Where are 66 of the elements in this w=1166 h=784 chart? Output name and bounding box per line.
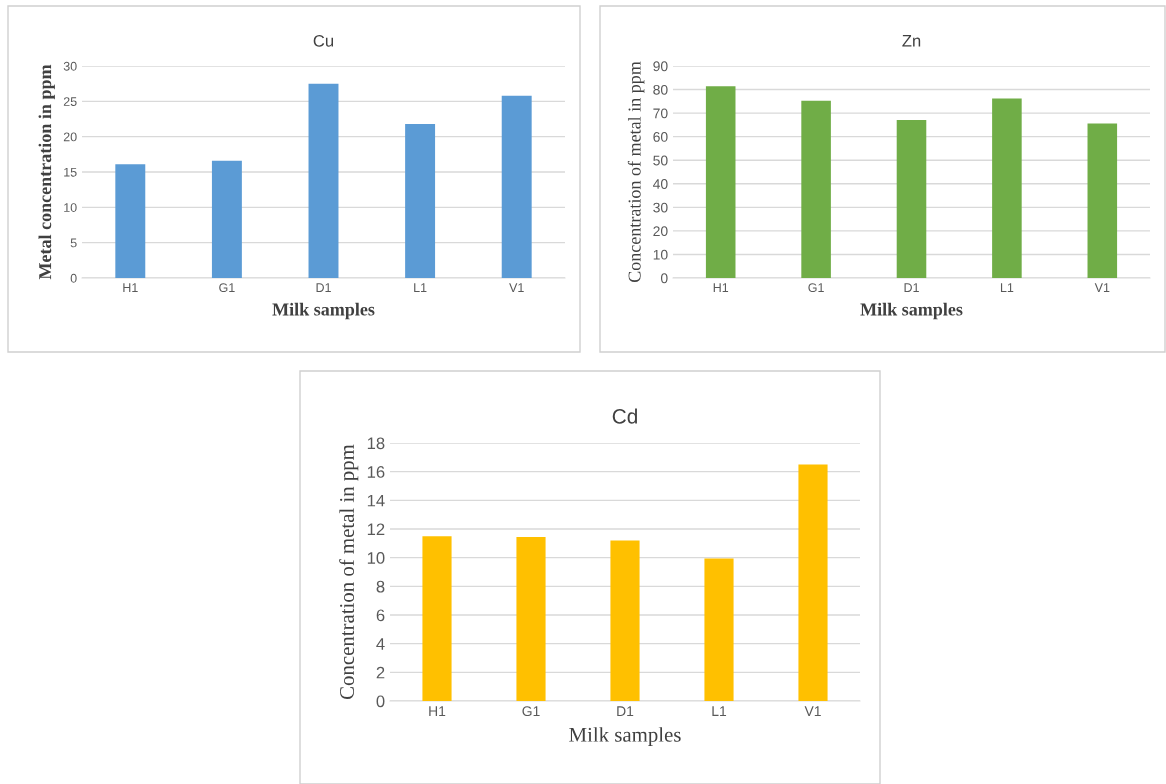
y-tick-label: 18	[367, 437, 385, 450]
y-tick-label: 4	[376, 638, 385, 650]
chart-title: Cd	[612, 408, 637, 424]
y-tick-label: 15	[64, 167, 77, 177]
x-tick-label: L1	[1000, 283, 1014, 292]
bar	[211, 160, 242, 278]
y-tick-label: 0	[70, 273, 77, 283]
bar	[704, 558, 734, 701]
y-tick-label: 5	[70, 238, 77, 248]
x-tick-label: D1	[904, 283, 919, 292]
bar	[516, 536, 546, 701]
y-tick-label: 30	[653, 202, 668, 213]
x-tick-label: V1	[804, 706, 821, 716]
x-axis-title: Milk samples	[272, 302, 375, 320]
y-tick-label: 0	[660, 273, 668, 284]
x-tick-label: L1	[712, 706, 727, 716]
bar	[896, 119, 927, 278]
y-tick-label: 10	[367, 552, 385, 564]
bar	[798, 464, 828, 701]
y-tick-label: 16	[367, 466, 385, 478]
x-tick-label: H1	[123, 283, 138, 292]
x-tick-label: V1	[1094, 283, 1110, 292]
y-tick-label: 8	[376, 580, 385, 593]
x-tick-label: D1	[316, 283, 331, 292]
y-tick-label: 50	[653, 155, 668, 166]
y-tick-label: 2	[376, 666, 385, 679]
y-tick-label: 20	[653, 226, 668, 237]
bar	[610, 540, 640, 701]
x-tick-label: G1	[219, 283, 235, 293]
y-axis-title: Concentration of metal in ppm	[339, 444, 359, 700]
y-tick-label: 10	[653, 249, 668, 260]
x-tick-label: G1	[808, 283, 824, 293]
bar	[405, 123, 436, 278]
y-tick-label: 10	[64, 203, 77, 212]
y-tick-label: 30	[63, 61, 77, 71]
bar	[308, 83, 339, 278]
x-tick-label: D1	[617, 706, 634, 716]
x-axis-title: Milk samples	[569, 727, 681, 747]
bar	[705, 86, 736, 278]
bar	[115, 164, 146, 278]
y-tick-label: 60	[653, 132, 668, 142]
bar	[422, 536, 452, 701]
bar	[992, 98, 1022, 278]
x-axis-title: Milk samples	[860, 302, 963, 320]
bar	[501, 95, 532, 278]
chart-title: Zn	[902, 35, 921, 47]
y-tick-label: 20	[63, 132, 77, 142]
y-tick-label: 80	[653, 84, 668, 95]
y-axis-title: Metal concentration in ppm	[38, 64, 55, 280]
y-tick-label: 12	[367, 523, 385, 536]
x-tick-label: H1	[713, 283, 729, 292]
y-axis-title: Concentration of metal in ppm	[627, 61, 645, 283]
y-tick-label: 6	[376, 609, 385, 622]
y-tick-label: 90	[653, 61, 668, 72]
y-tick-label: 70	[653, 108, 668, 119]
x-tick-label: V1	[509, 283, 524, 292]
y-tick-label: 40	[653, 179, 668, 189]
x-tick-label: H1	[429, 706, 446, 716]
bar	[801, 100, 831, 278]
bar	[1087, 123, 1118, 278]
chart-title: Cu	[313, 34, 334, 47]
y-tick-label: 25	[63, 97, 77, 106]
y-tick-label: 0	[376, 695, 385, 708]
y-tick-label: 14	[367, 494, 385, 507]
x-tick-label: G1	[522, 706, 540, 717]
x-tick-label: L1	[414, 283, 427, 292]
